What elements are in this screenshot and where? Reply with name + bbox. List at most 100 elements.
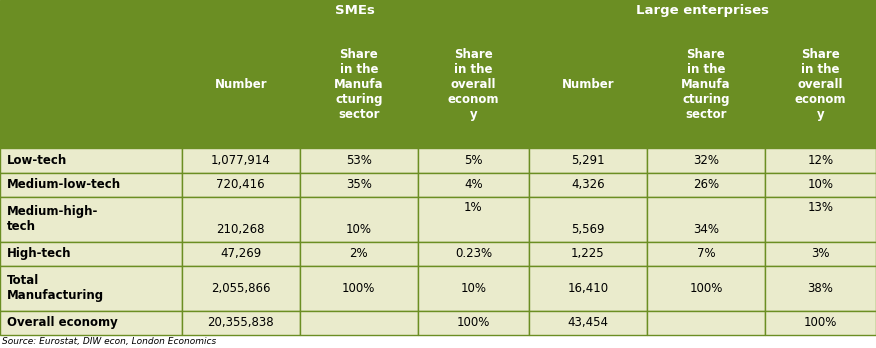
Text: 4%: 4%: [464, 178, 483, 191]
Bar: [418, 173, 529, 197]
Text: Number: Number: [562, 78, 614, 90]
Bar: [181, 242, 300, 266]
Text: Large enterprises: Large enterprises: [636, 3, 769, 16]
Text: 5,569: 5,569: [571, 223, 604, 236]
Bar: [300, 242, 418, 266]
Bar: [765, 173, 876, 197]
Text: 35%: 35%: [346, 178, 371, 191]
Text: 720,416: 720,416: [216, 178, 265, 191]
Bar: [181, 20, 300, 148]
Text: 4,326: 4,326: [571, 178, 604, 191]
Bar: [418, 242, 529, 266]
Bar: [0, 148, 181, 173]
Bar: [181, 197, 300, 242]
Bar: [181, 148, 300, 173]
Text: 5,291: 5,291: [571, 154, 604, 167]
Bar: [0, 266, 181, 310]
Bar: [529, 310, 646, 335]
Text: Overall economy: Overall economy: [7, 316, 117, 329]
Text: 43,454: 43,454: [568, 316, 608, 329]
Bar: [181, 0, 529, 20]
Bar: [646, 266, 765, 310]
Bar: [0, 173, 181, 197]
Text: 38%: 38%: [808, 282, 833, 295]
Bar: [300, 173, 418, 197]
Text: 47,269: 47,269: [220, 247, 261, 260]
Text: 12%: 12%: [808, 154, 834, 167]
Text: High-tech: High-tech: [7, 247, 72, 260]
Text: Share
in the
Manufa
cturing
sector: Share in the Manufa cturing sector: [682, 48, 731, 120]
Text: 53%: 53%: [346, 154, 371, 167]
Text: 10%: 10%: [346, 223, 371, 236]
Bar: [529, 0, 876, 20]
Bar: [765, 197, 876, 242]
Text: 20,355,838: 20,355,838: [208, 316, 274, 329]
Bar: [300, 20, 418, 148]
Bar: [300, 197, 418, 242]
Bar: [646, 148, 765, 173]
Bar: [646, 310, 765, 335]
Bar: [0, 0, 181, 20]
Bar: [529, 173, 646, 197]
Text: 32%: 32%: [693, 154, 719, 167]
Bar: [646, 173, 765, 197]
Text: 0.23%: 0.23%: [455, 247, 492, 260]
Bar: [181, 310, 300, 335]
Bar: [300, 310, 418, 335]
Bar: [418, 310, 529, 335]
Bar: [529, 148, 646, 173]
Text: 1,225: 1,225: [571, 247, 604, 260]
Text: Number: Number: [215, 78, 267, 90]
Text: 2,055,866: 2,055,866: [211, 282, 271, 295]
Bar: [529, 20, 646, 148]
Text: 10%: 10%: [460, 282, 486, 295]
Text: 26%: 26%: [693, 178, 719, 191]
Text: Low-tech: Low-tech: [7, 154, 67, 167]
Text: Medium-low-tech: Medium-low-tech: [7, 178, 121, 191]
Bar: [181, 173, 300, 197]
Bar: [0, 310, 181, 335]
Bar: [646, 20, 765, 148]
Text: Medium-high-
tech: Medium-high- tech: [7, 205, 98, 233]
Text: 1%: 1%: [464, 201, 483, 214]
Bar: [418, 20, 529, 148]
Text: Total
Manufacturing: Total Manufacturing: [7, 274, 104, 302]
Text: 34%: 34%: [693, 223, 719, 236]
Bar: [765, 242, 876, 266]
Bar: [418, 266, 529, 310]
Bar: [300, 148, 418, 173]
Text: Share
in the
overall
econom
y: Share in the overall econom y: [448, 48, 499, 120]
Bar: [529, 197, 646, 242]
Text: 2%: 2%: [350, 247, 368, 260]
Text: 210,268: 210,268: [216, 223, 265, 236]
Bar: [529, 242, 646, 266]
Text: 16,410: 16,410: [568, 282, 609, 295]
Text: Share
in the
Manufa
cturing
sector: Share in the Manufa cturing sector: [334, 48, 384, 120]
Text: 3%: 3%: [811, 247, 830, 260]
Bar: [646, 242, 765, 266]
Text: 5%: 5%: [464, 154, 483, 167]
Text: 1,077,914: 1,077,914: [211, 154, 271, 167]
Text: 100%: 100%: [343, 282, 376, 295]
Bar: [0, 20, 181, 148]
Bar: [529, 266, 646, 310]
Bar: [765, 266, 876, 310]
Bar: [765, 20, 876, 148]
Text: 100%: 100%: [689, 282, 723, 295]
Text: 100%: 100%: [804, 316, 837, 329]
Text: Source: Eurostat, DIW econ, London Economics: Source: Eurostat, DIW econ, London Econo…: [2, 337, 216, 346]
Bar: [0, 197, 181, 242]
Text: Share
in the
overall
econom
y: Share in the overall econom y: [795, 48, 846, 120]
Text: 10%: 10%: [808, 178, 833, 191]
Bar: [181, 266, 300, 310]
Text: 7%: 7%: [696, 247, 716, 260]
Bar: [300, 266, 418, 310]
Bar: [765, 148, 876, 173]
Bar: [646, 197, 765, 242]
Bar: [418, 197, 529, 242]
Bar: [418, 148, 529, 173]
Text: 13%: 13%: [808, 201, 833, 214]
Text: SMEs: SMEs: [336, 3, 375, 16]
Bar: [765, 310, 876, 335]
Bar: [0, 242, 181, 266]
